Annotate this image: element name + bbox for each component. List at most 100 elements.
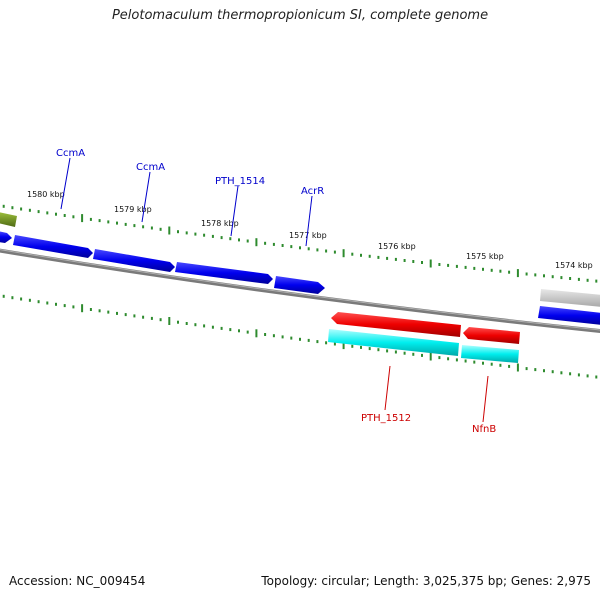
minor-tick: [333, 342, 336, 346]
upper-scale-ticks: [2, 204, 598, 283]
minor-tick: [133, 224, 136, 228]
minor-tick: [368, 347, 371, 351]
minor-tick: [333, 250, 336, 254]
major-tick: [342, 249, 345, 258]
minor-tick: [351, 252, 354, 256]
minor-tick: [525, 272, 528, 276]
minor-tick: [569, 277, 572, 280]
major-tick: [342, 341, 345, 350]
minor-tick: [290, 336, 293, 340]
minor-tick: [185, 231, 188, 235]
minor-tick: [264, 241, 267, 245]
forward-gene-partial[interactable]: [0, 231, 12, 243]
minor-tick: [281, 335, 284, 339]
minor-tick: [447, 263, 450, 267]
forward-gene-ccma-2[interactable]: [93, 249, 175, 272]
major-tick: [168, 226, 171, 235]
cds-pth1512[interactable]: [328, 329, 459, 356]
minor-tick: [159, 318, 162, 322]
topology-text: Topology: circular; Length: 3,025,375 bp…: [261, 574, 591, 588]
major-tick: [81, 214, 84, 223]
minor-tick: [386, 256, 389, 260]
minor-tick: [150, 226, 153, 230]
minor-tick: [490, 268, 493, 272]
minor-tick: [508, 270, 511, 274]
minor-tick: [194, 232, 197, 236]
minor-tick: [307, 247, 310, 251]
forward-gene-acrr[interactable]: [274, 276, 325, 294]
olive-gene[interactable]: [0, 212, 17, 227]
minor-tick: [351, 344, 354, 348]
minor-tick: [455, 358, 458, 362]
minor-tick: [142, 315, 145, 319]
minor-tick: [246, 239, 249, 243]
minor-tick: [211, 325, 214, 329]
minor-tick: [438, 356, 441, 360]
minor-tick: [272, 242, 275, 246]
minor-tick: [211, 234, 214, 238]
gene-label-ccma-2[interactable]: CcmA: [136, 162, 165, 173]
minor-tick: [150, 316, 153, 320]
accession-text: Accession: NC_009454: [9, 574, 146, 588]
minor-tick: [499, 269, 502, 273]
minor-tick: [560, 276, 563, 280]
minor-tick: [377, 348, 380, 352]
minor-tick: [28, 298, 31, 302]
minor-tick: [595, 279, 598, 283]
gene-label-pth1514[interactable]: PTH_1514: [215, 176, 265, 187]
gene-label-pth1512[interactable]: PTH_1512: [361, 413, 411, 424]
minor-tick: [316, 248, 319, 252]
cds-nfnb[interactable]: [461, 345, 519, 363]
minor-tick: [473, 266, 476, 270]
minor-tick: [543, 274, 545, 278]
minor-tick: [447, 357, 450, 361]
leader-pth1512: [384, 365, 391, 411]
minor-tick: [368, 254, 371, 258]
minor-tick: [464, 359, 467, 363]
forward-gene-ccma-1[interactable]: [13, 235, 93, 258]
minor-tick: [133, 314, 136, 318]
reverse-gene-nfnb[interactable]: [463, 327, 520, 344]
gene-label-nfnb[interactable]: NfnB: [472, 424, 496, 435]
minor-tick: [46, 211, 49, 215]
minor-tick: [577, 277, 580, 281]
reverse-gene-pth1512[interactable]: [331, 312, 461, 337]
minor-tick: [560, 371, 563, 375]
minor-tick: [220, 236, 223, 240]
minor-tick: [534, 273, 537, 277]
major-tick: [429, 352, 432, 361]
minor-tick: [412, 352, 415, 356]
minor-tick: [107, 220, 110, 224]
gene-label-acrr[interactable]: AcrR: [301, 186, 324, 197]
leader-nfnb: [482, 375, 489, 423]
minor-tick: [377, 255, 380, 259]
minor-tick: [525, 367, 528, 371]
minor-tick: [482, 361, 484, 365]
minor-tick: [299, 246, 301, 250]
minor-tick: [194, 323, 197, 327]
gene-label-ccma-1[interactable]: CcmA: [56, 148, 85, 159]
leader-ccma-2: [141, 171, 151, 223]
minor-tick: [37, 300, 40, 304]
minor-tick: [586, 278, 589, 282]
minor-tick: [464, 265, 467, 269]
minor-tick: [177, 320, 179, 324]
minor-tick: [124, 313, 127, 317]
minor-tick: [482, 267, 484, 271]
forward-gene-right[interactable]: [538, 306, 600, 325]
major-tick: [255, 329, 258, 338]
minor-tick: [238, 329, 240, 333]
minor-tick: [394, 257, 397, 261]
minor-tick: [490, 362, 493, 366]
major-tick: [516, 269, 519, 278]
gray-gene-right[interactable]: [540, 289, 600, 307]
minor-tick: [159, 227, 162, 231]
minor-tick: [203, 324, 206, 328]
scale-label-1574: 1574 kbp: [555, 261, 593, 270]
minor-tick: [107, 310, 110, 314]
minor-tick: [473, 360, 476, 364]
major-tick: [516, 363, 519, 372]
forward-gene-pth1514[interactable]: [175, 262, 273, 284]
minor-tick: [89, 308, 92, 311]
minor-tick: [229, 237, 232, 241]
